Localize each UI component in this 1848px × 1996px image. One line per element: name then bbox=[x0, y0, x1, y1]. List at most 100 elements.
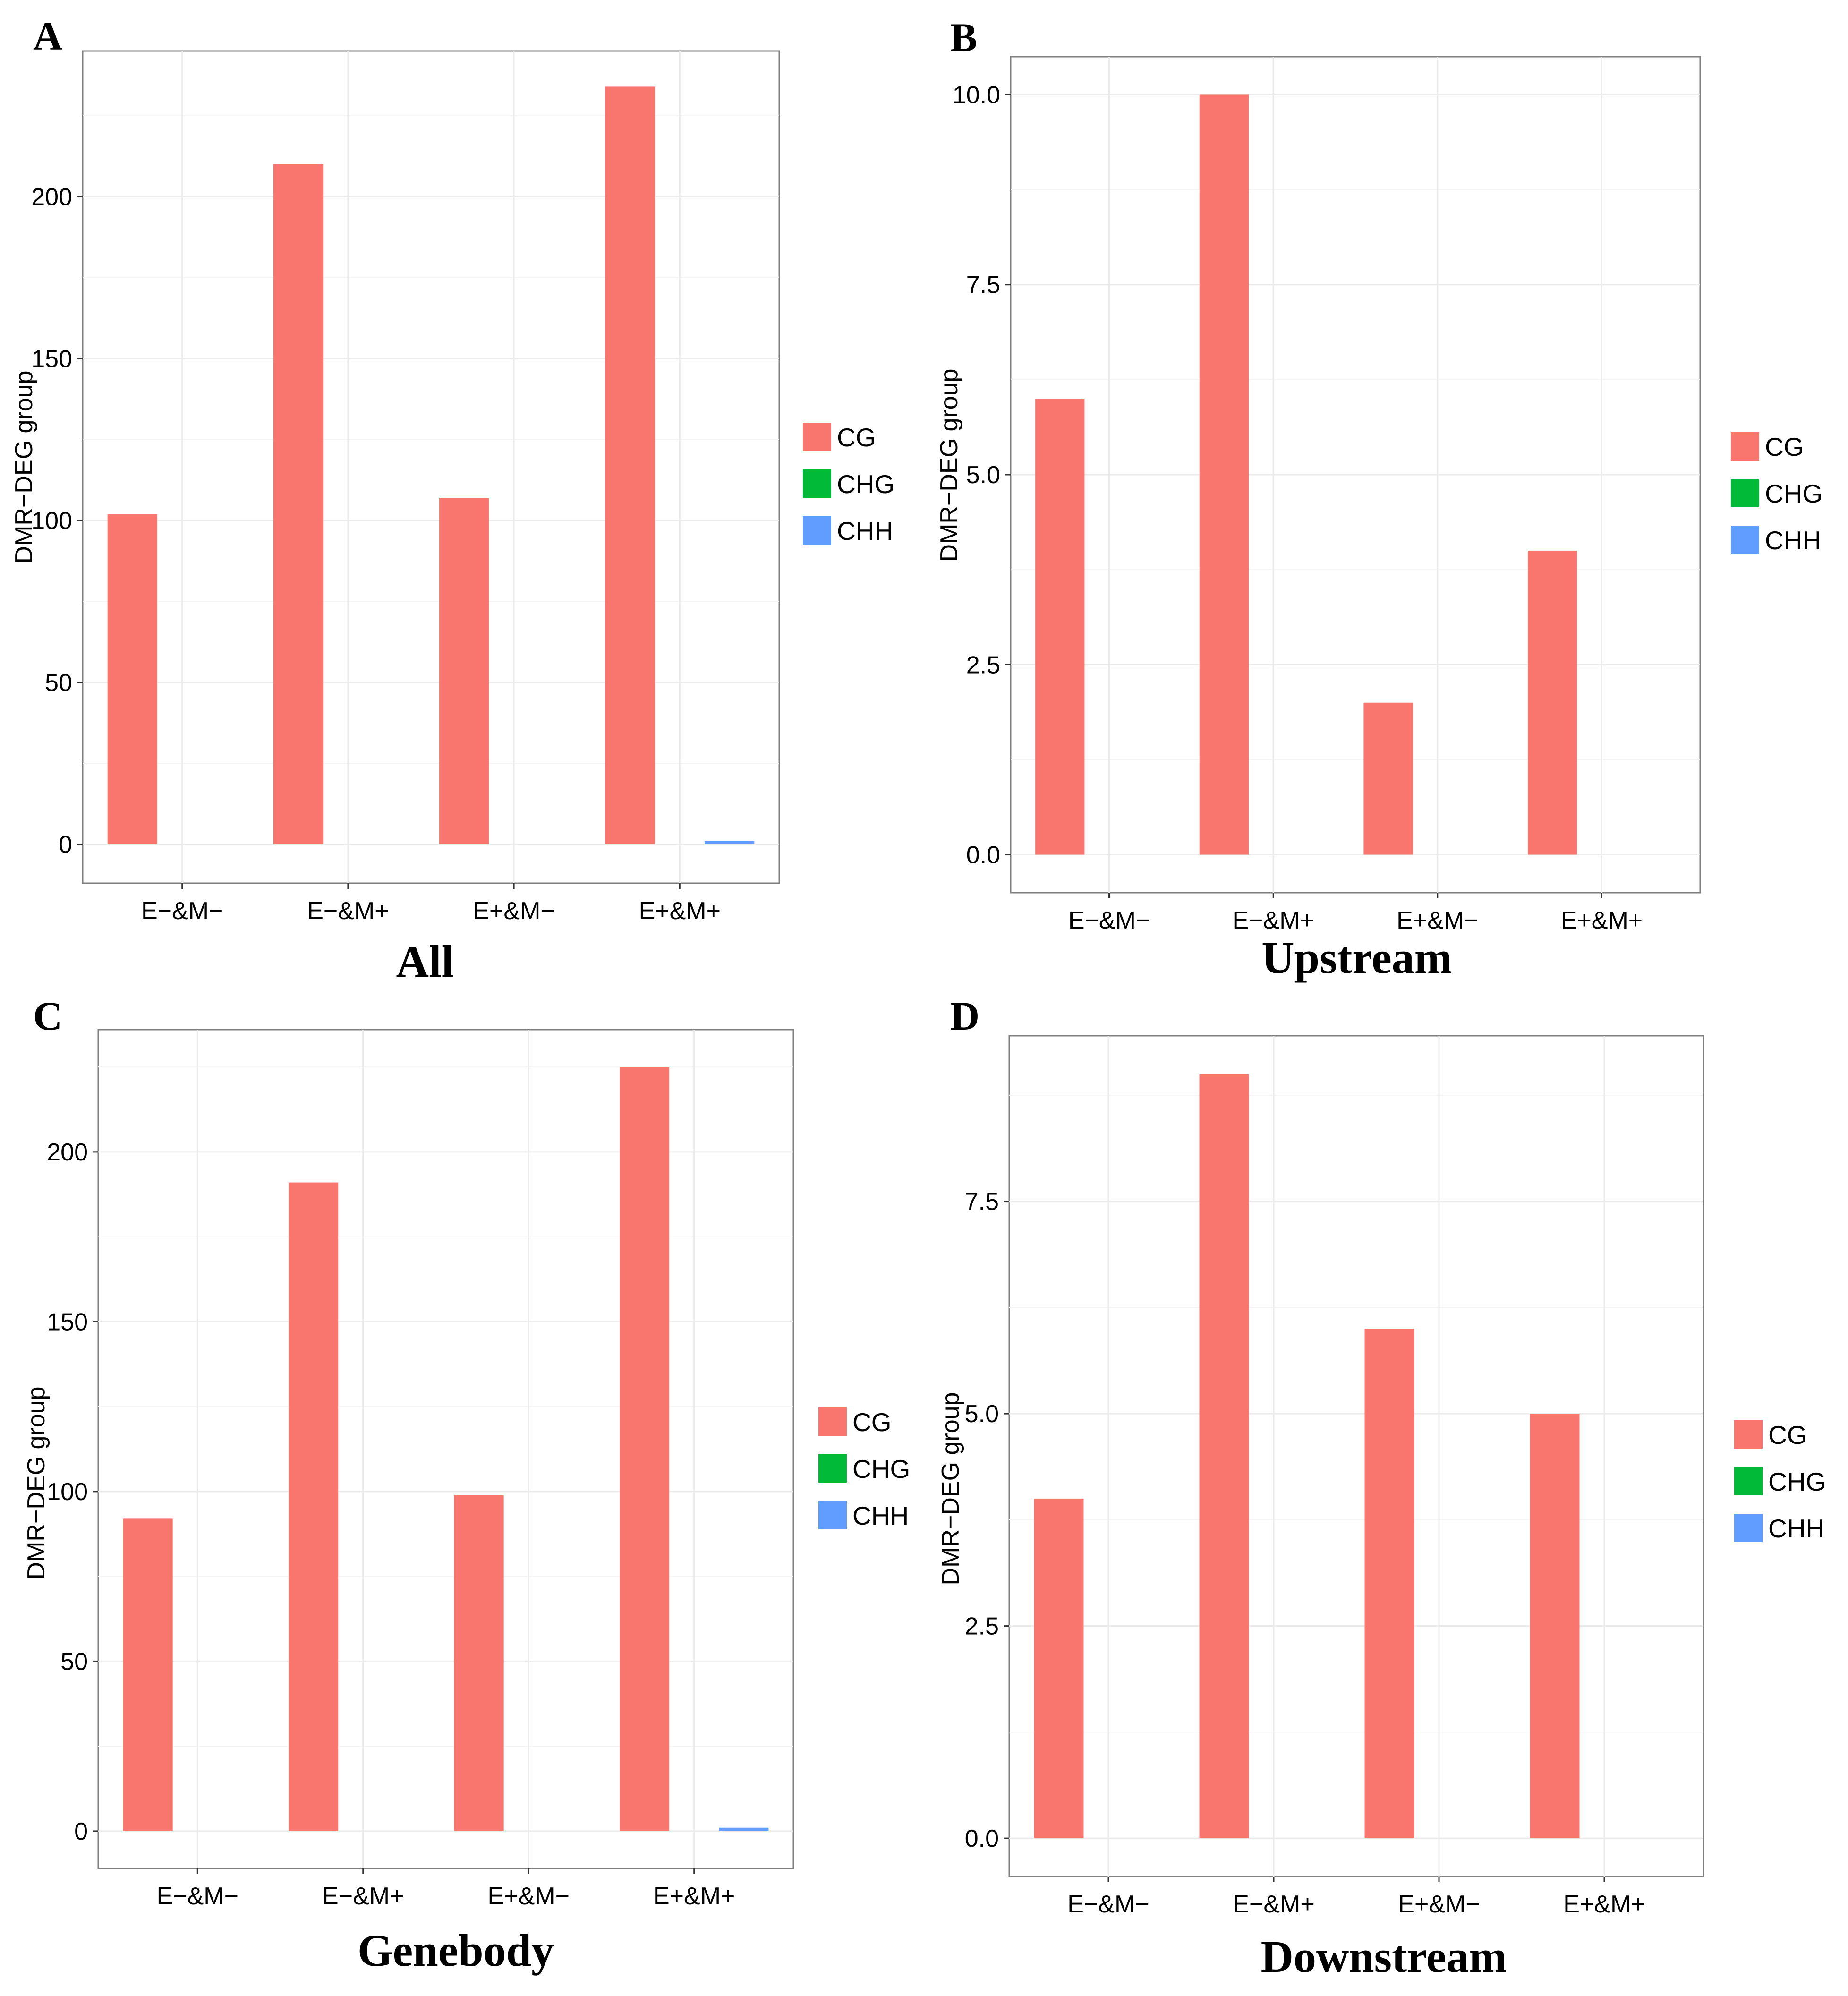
y-tick-label: 150 bbox=[31, 345, 72, 373]
legend-label-chh: CHH bbox=[1768, 1514, 1824, 1543]
bar-cg-4 bbox=[605, 86, 655, 844]
legend-key-cg bbox=[1731, 432, 1759, 461]
legend-key-cg bbox=[803, 423, 831, 451]
bar-cg-4 bbox=[620, 1067, 670, 1831]
legend-label-chh: CHH bbox=[837, 516, 893, 546]
panel-c-legend: CG CHG CHH bbox=[818, 1407, 910, 1530]
legend-label-chg: CHG bbox=[852, 1454, 910, 1484]
panel-d-plot-area bbox=[1008, 1035, 1704, 1877]
legend-label-chh: CHH bbox=[1765, 526, 1821, 555]
y-tick-label: 200 bbox=[31, 184, 72, 211]
y-tick-label: 150 bbox=[47, 1308, 88, 1336]
legend-key-cg bbox=[1734, 1420, 1763, 1449]
y-tick-label: 200 bbox=[47, 1139, 88, 1166]
panel-c-title: Genebody bbox=[358, 1925, 554, 1976]
legend-label-chg: CHG bbox=[1768, 1467, 1826, 1496]
panel-a-plot-area bbox=[82, 50, 780, 884]
legend-key-chh bbox=[818, 1501, 847, 1529]
legend-key-chg bbox=[1734, 1467, 1763, 1495]
y-tick-label: 50 bbox=[60, 1648, 88, 1675]
legend-label-chh: CHH bbox=[852, 1501, 909, 1530]
y-tick-label: 5.0 bbox=[966, 461, 1000, 489]
panel-b: B 0.02.55.07.510.0 E−&M− E−&M+ E+&M− E+&M+ … bbox=[936, 15, 1822, 983]
bar-cg-2 bbox=[273, 164, 324, 844]
legend-key-chg bbox=[818, 1454, 847, 1483]
x-tick-label: E+&M+ bbox=[1563, 1891, 1645, 1918]
y-tick-label: 0.0 bbox=[966, 842, 1000, 869]
bar-cg-3 bbox=[1364, 1329, 1414, 1839]
panel-d-letter: D bbox=[950, 993, 979, 1039]
panel-d: D 0.0 2.5 5.0 7.5 E−&M− E−&M+ E+&M− E+&M+ DMR−… bbox=[937, 993, 1826, 1982]
bar-cg-4 bbox=[1530, 1414, 1580, 1839]
x-tick-label: E+&M− bbox=[473, 897, 554, 925]
x-tick-label: E−&M+ bbox=[322, 1883, 404, 1910]
bar-cg-3 bbox=[1363, 702, 1413, 855]
legend-label-cg: CG bbox=[1765, 432, 1804, 461]
bar-cg-3 bbox=[439, 498, 489, 844]
x-tick-label: E+&M+ bbox=[639, 897, 721, 925]
panel-a-title: All bbox=[396, 936, 454, 987]
y-tick-label: 2.5 bbox=[966, 651, 1000, 679]
legend-key-chh bbox=[1734, 1514, 1763, 1542]
x-tick-label: E−&M+ bbox=[1232, 907, 1314, 934]
panel-b-y-axis-label: DMR−DEG group bbox=[936, 369, 963, 562]
legend-label-cg: CG bbox=[1768, 1420, 1807, 1450]
bar-cg-1 bbox=[1034, 1498, 1084, 1839]
panel-d-legend: CG CHG CHH bbox=[1734, 1420, 1826, 1543]
y-tick-label: 0 bbox=[59, 831, 72, 859]
y-tick-label: 100 bbox=[31, 507, 72, 535]
panel-c: C 0 50 100 150 200 E−&M− E−&M+ E+&M− E+&M+ DMR−… bbox=[23, 993, 910, 1976]
panel-d-title: Downstream bbox=[1261, 1931, 1507, 1982]
bar-cg-2 bbox=[289, 1182, 339, 1831]
y-tick-label: 5.0 bbox=[965, 1400, 999, 1428]
x-tick-label: E+&M− bbox=[1398, 1891, 1480, 1918]
x-tick-label: E+&M+ bbox=[1561, 907, 1643, 934]
y-tick-label: 100 bbox=[47, 1478, 88, 1506]
legend-label-chg: CHG bbox=[837, 469, 894, 499]
bar-chh-4 bbox=[719, 1827, 769, 1831]
bar-cg-2 bbox=[1199, 1074, 1249, 1839]
y-tick-label: 7.5 bbox=[965, 1188, 999, 1216]
legend-key-chg bbox=[1731, 479, 1759, 507]
y-tick-label: 7.5 bbox=[966, 272, 1000, 299]
x-tick-label: E+&M− bbox=[488, 1883, 570, 1910]
panel-b-title: Upstream bbox=[1261, 932, 1452, 983]
legend-label-cg: CG bbox=[837, 423, 876, 452]
panel-b-letter: B bbox=[950, 15, 977, 60]
x-tick-label: E+&M+ bbox=[653, 1883, 735, 1910]
bar-cg-1 bbox=[107, 514, 158, 844]
panel-a: A 0 50 100 150 200 E−&M− E−&M+ E+&M− E+&M+ DMR−… bbox=[10, 13, 894, 987]
bar-cg-3 bbox=[454, 1495, 504, 1831]
bar-cg-1 bbox=[1035, 399, 1085, 855]
x-tick-label: E−&M+ bbox=[307, 897, 389, 925]
legend-label-chg: CHG bbox=[1765, 479, 1822, 508]
x-tick-label: E−&M− bbox=[1067, 1891, 1149, 1918]
panel-c-plot-area bbox=[97, 1029, 794, 1869]
y-tick-label: 10.0 bbox=[953, 81, 1000, 109]
panel-d-y-axis-label: DMR−DEG group bbox=[937, 1392, 964, 1586]
panel-a-y-axis-label: DMR−DEG group bbox=[10, 371, 38, 564]
y-tick-label: 0.0 bbox=[965, 1825, 999, 1852]
bar-cg-1 bbox=[123, 1518, 173, 1831]
panel-c-y-axis-label: DMR−DEG group bbox=[23, 1387, 50, 1580]
legend-key-cg bbox=[818, 1407, 847, 1436]
y-tick-label: 2.5 bbox=[965, 1613, 999, 1640]
panel-c-letter: C bbox=[33, 993, 62, 1039]
bar-cg-4 bbox=[1528, 550, 1577, 855]
x-tick-label: E−&M− bbox=[141, 897, 223, 925]
x-tick-label: E+&M− bbox=[1397, 907, 1478, 934]
bar-chh-4 bbox=[704, 841, 755, 844]
x-tick-label: E−&M+ bbox=[1233, 1891, 1314, 1918]
legend-key-chh bbox=[803, 516, 831, 545]
legend-key-chh bbox=[1731, 526, 1759, 554]
panel-b-legend: CG CHG CHH bbox=[1731, 432, 1822, 555]
x-tick-label: E−&M− bbox=[1068, 907, 1150, 934]
y-tick-label: 50 bbox=[45, 669, 72, 697]
x-tick-label: E−&M− bbox=[157, 1883, 238, 1910]
legend-label-cg: CG bbox=[852, 1407, 892, 1437]
panel-a-legend: CG CHG CHH bbox=[803, 423, 894, 546]
panel-a-letter: A bbox=[33, 13, 62, 59]
y-tick-label: 0 bbox=[74, 1818, 88, 1845]
bar-cg-2 bbox=[1199, 94, 1249, 855]
